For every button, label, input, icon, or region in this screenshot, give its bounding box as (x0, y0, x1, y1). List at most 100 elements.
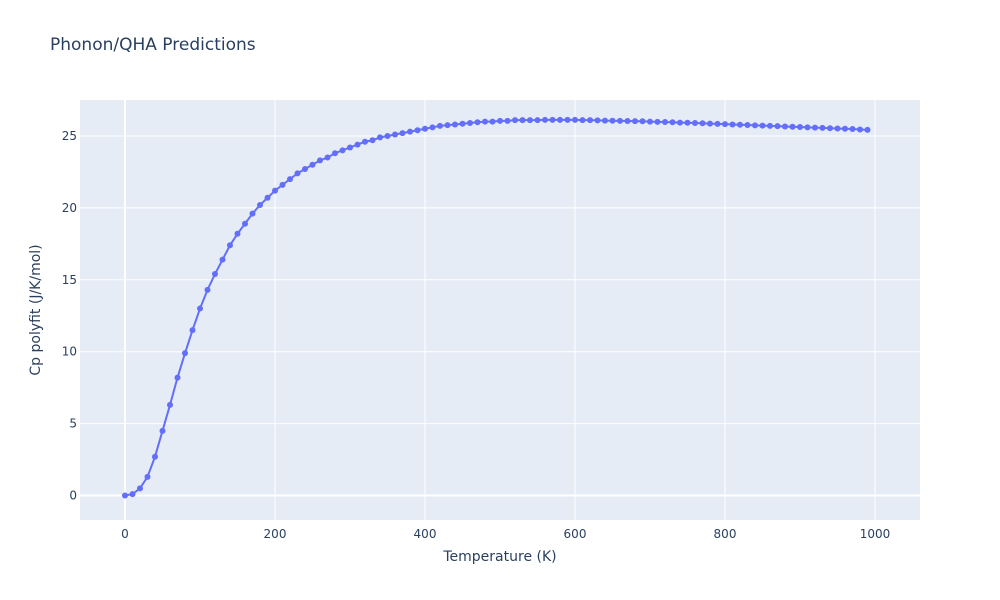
data-point (294, 170, 301, 177)
data-point (234, 230, 241, 237)
data-point (182, 350, 188, 357)
grid (80, 100, 920, 520)
data-point (204, 286, 211, 293)
data-point (834, 125, 841, 132)
data-point (519, 117, 526, 124)
data-point (227, 242, 233, 249)
plot-area (80, 100, 920, 520)
data-point (497, 117, 503, 124)
data-point (474, 119, 481, 126)
data-point (579, 117, 586, 124)
data-point (302, 166, 308, 173)
data-point (512, 117, 518, 124)
data-point (564, 116, 571, 123)
data-point (242, 220, 248, 227)
data-point (272, 187, 278, 194)
data-point (257, 202, 263, 208)
data-point (617, 117, 623, 124)
data-point (557, 116, 563, 123)
data-point (527, 117, 533, 124)
data-point (339, 147, 346, 154)
data-point (212, 271, 218, 278)
data-point (197, 305, 203, 312)
data-point (467, 120, 473, 127)
data-point (662, 119, 668, 126)
data-point (774, 123, 781, 130)
x-tick-label: 600 (564, 527, 587, 541)
data-point (152, 453, 158, 460)
series-layer (122, 116, 871, 499)
data-point (429, 124, 436, 131)
data-point (804, 124, 811, 131)
y-tick-label: 10 (62, 345, 77, 359)
data-point (534, 117, 541, 124)
data-point (842, 125, 848, 132)
data-point (279, 181, 286, 188)
data-point (632, 118, 638, 125)
data-point (594, 117, 601, 124)
data-point (624, 118, 631, 124)
data-point (287, 176, 293, 183)
data-point (137, 485, 143, 492)
data-point (789, 123, 796, 130)
data-point (609, 117, 616, 124)
data-point (504, 117, 511, 124)
tick-labels: 0 200 400 600 800 1000 0 5 10 15 20 25 (62, 129, 891, 541)
data-point (354, 141, 361, 148)
series-line (124, 118, 868, 497)
y-tick-label: 5 (69, 417, 77, 431)
data-point (452, 121, 458, 128)
data-point (602, 117, 608, 124)
data-point (729, 121, 736, 128)
data-point (332, 150, 338, 157)
data-point (189, 327, 196, 334)
data-point (759, 122, 766, 129)
data-point (819, 124, 826, 131)
data-point (864, 126, 871, 133)
data-point (572, 116, 578, 123)
data-point (752, 122, 758, 129)
data-point (647, 118, 653, 125)
data-point (347, 144, 353, 151)
data-point (249, 210, 256, 217)
data-point (692, 120, 698, 127)
x-axis-label: Temperature (K) (442, 549, 556, 565)
data-point (489, 118, 496, 125)
data-point (377, 134, 383, 141)
data-point (639, 118, 646, 125)
data-point (174, 374, 181, 381)
data-point (144, 473, 151, 480)
y-tick-label: 20 (62, 201, 77, 215)
data-point (129, 491, 136, 498)
x-tick-label: 1000 (860, 527, 891, 541)
y-axis-label: Cp polyfit (J/K/mol) (28, 244, 44, 375)
data-point (392, 131, 398, 138)
data-point (159, 427, 166, 434)
data-point (414, 127, 421, 134)
data-point (309, 161, 316, 168)
data-point (362, 138, 368, 145)
data-point (219, 256, 226, 263)
data-point (654, 118, 661, 125)
data-point (324, 154, 331, 161)
data-point (437, 122, 443, 129)
y-tick-label: 25 (62, 129, 77, 143)
data-point (482, 118, 488, 125)
data-point (849, 126, 856, 133)
data-point (812, 124, 818, 131)
data-point (444, 122, 451, 129)
data-point (782, 123, 788, 130)
chart-title: Phonon/QHA Predictions (50, 35, 256, 55)
data-point (797, 124, 803, 131)
x-tick-label: 800 (714, 527, 737, 541)
data-point (669, 119, 676, 126)
data-point (317, 157, 323, 164)
data-point (407, 128, 413, 135)
data-point (684, 119, 691, 126)
data-point (677, 119, 683, 126)
x-tick-label: 400 (414, 527, 437, 541)
x-tick-label: 200 (264, 527, 287, 541)
data-point (714, 120, 721, 127)
data-point (857, 126, 863, 133)
data-point (707, 120, 713, 127)
